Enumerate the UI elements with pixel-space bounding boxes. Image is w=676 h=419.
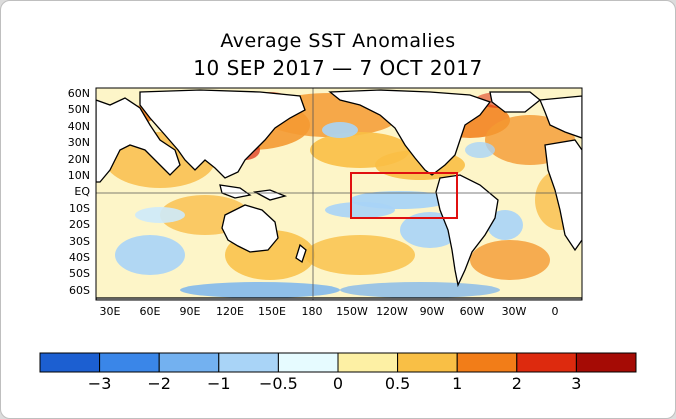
colorbar-swatch — [158, 352, 220, 373]
colorbar-swatch — [456, 352, 518, 373]
lat-label: 30S — [69, 234, 90, 248]
lat-label: 50N — [67, 103, 90, 117]
lat-label: 40N — [67, 119, 90, 133]
indonesia — [219, 184, 252, 199]
asia — [139, 89, 306, 179]
colorbar-swatch — [39, 352, 101, 373]
north-america — [328, 89, 492, 176]
lat-label: EQ — [74, 185, 90, 199]
chart-title: Average SST Anomalies — [220, 30, 456, 52]
lon-label: 0 — [551, 305, 559, 318]
nino-region-highlight-box — [350, 172, 458, 219]
lon-label: 120E — [216, 305, 244, 318]
lon-label: 120W — [376, 305, 408, 318]
colorbar-tick-label: −1 — [207, 374, 231, 393]
africa — [544, 139, 582, 252]
colorbar-swatch — [516, 352, 577, 373]
lon-label: 90E — [179, 305, 201, 318]
colorbar-swatch — [337, 352, 399, 373]
colorbar-tick-label: −2 — [147, 374, 171, 393]
cool-anomaly-patches — [115, 112, 523, 298]
lat-label: 60S — [69, 283, 90, 297]
colorbar-tick-label: −0.5 — [258, 374, 298, 393]
lat-label: 40S — [69, 251, 90, 264]
colorbar-swatch — [575, 352, 637, 373]
map-frame — [95, 87, 583, 301]
greenland — [489, 91, 542, 113]
colorbar-tick-label: 2 — [511, 374, 522, 393]
colorbar-tick-label: 3 — [571, 374, 582, 393]
chart-date-range: 10 SEP 2017 — 7 OCT 2017 — [193, 56, 483, 80]
lat-label: 50S — [69, 267, 90, 281]
colorbar-swatch — [218, 352, 279, 373]
lat-label: 10N — [67, 169, 90, 182]
colorbar-swatch — [277, 352, 339, 373]
colorbar-swatch — [397, 352, 458, 373]
continents — [96, 89, 582, 300]
europe — [539, 95, 582, 139]
lat-label: 20S — [69, 218, 90, 232]
australia — [221, 204, 279, 253]
lon-label: 60E — [139, 305, 161, 318]
lon-label: 150W — [336, 305, 368, 318]
lon-label: 180 — [301, 305, 323, 318]
colorbar-tick-label: 0 — [332, 374, 344, 393]
colorbar-tick-label: −3 — [87, 374, 112, 393]
new-zealand — [295, 243, 307, 264]
colorbar-swatch — [99, 352, 160, 373]
lat-label: 30N — [67, 136, 90, 150]
lat-label: 10S — [69, 201, 90, 215]
new-guinea — [252, 189, 288, 201]
lat-label: 20N — [67, 152, 90, 166]
africa-eurasia-west — [96, 97, 181, 183]
south-america — [435, 174, 499, 288]
lat-label: 60N — [67, 87, 90, 100]
lon-label: 150E — [258, 305, 286, 318]
colorbar-tick-label: 1 — [452, 374, 463, 393]
lon-label: 30E — [99, 305, 121, 318]
lon-label: 60W — [459, 305, 485, 318]
lon-label: 90W — [419, 305, 445, 318]
lon-label: 30W — [501, 305, 527, 318]
colorbar-tick-label: 0.5 — [384, 374, 411, 393]
